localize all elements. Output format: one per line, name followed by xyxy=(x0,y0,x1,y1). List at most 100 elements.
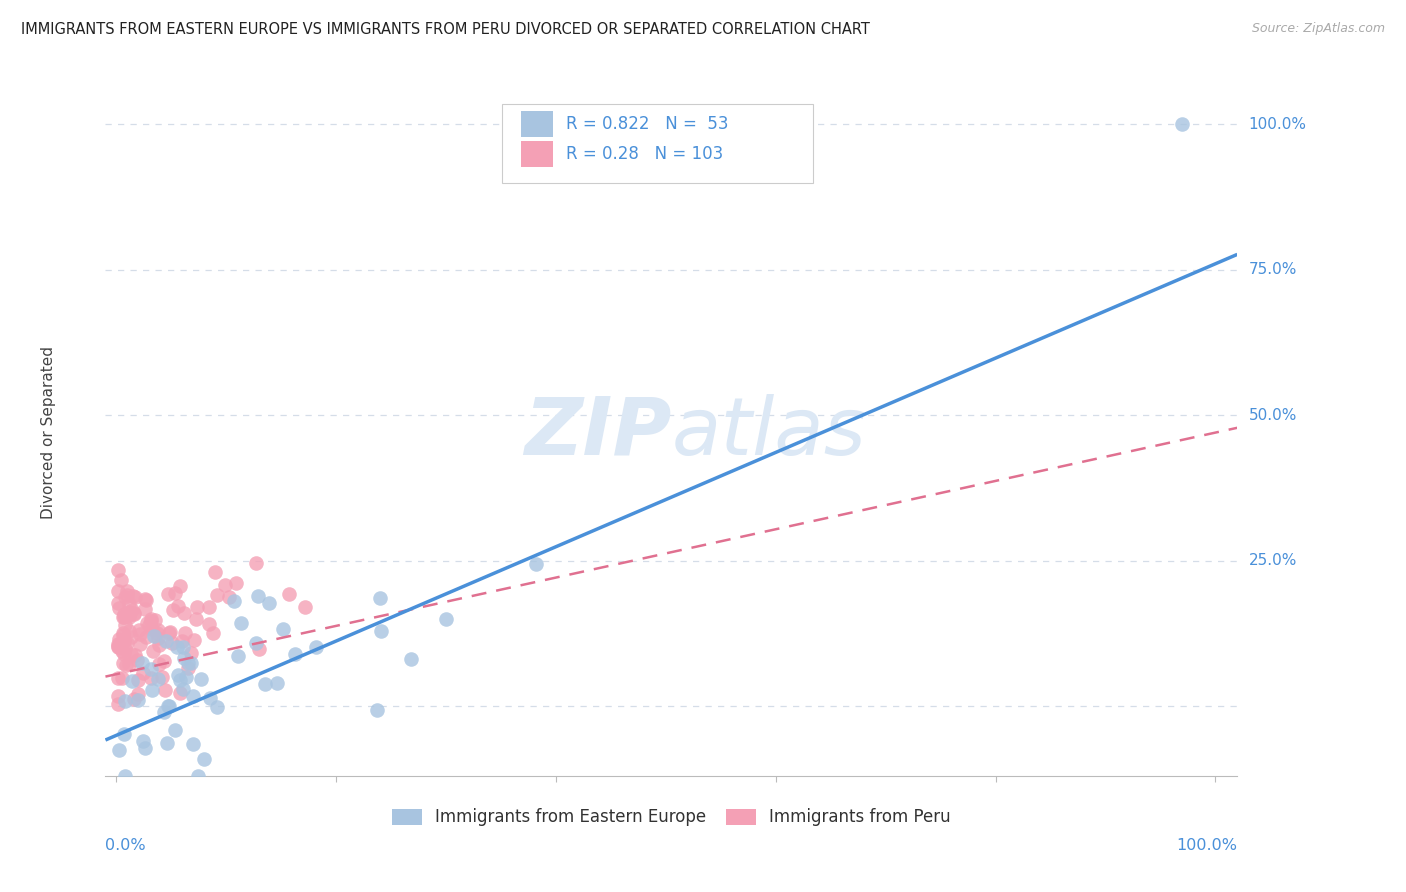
Point xyxy=(153,705,176,719)
Text: atlas: atlas xyxy=(672,393,866,472)
Point xyxy=(118,607,141,622)
Point xyxy=(153,654,176,668)
Point xyxy=(180,646,202,660)
Point xyxy=(174,670,197,684)
Point xyxy=(142,629,165,643)
Text: 0.0%: 0.0% xyxy=(105,838,146,853)
Point xyxy=(172,640,194,654)
Point xyxy=(146,624,169,638)
Point xyxy=(114,617,136,632)
Point xyxy=(245,635,267,649)
Point xyxy=(112,628,135,642)
Bar xyxy=(520,142,553,168)
Point xyxy=(177,656,200,670)
Point xyxy=(127,687,149,701)
Text: 100.0%: 100.0% xyxy=(1177,838,1237,853)
Point xyxy=(169,673,191,688)
Point xyxy=(155,633,177,648)
Point xyxy=(122,692,145,706)
Point xyxy=(399,652,422,666)
Legend: Immigrants from Eastern Europe, Immigrants from Peru: Immigrants from Eastern Europe, Immigran… xyxy=(385,802,957,833)
Point xyxy=(108,600,131,615)
Point xyxy=(366,703,388,717)
Point xyxy=(205,588,228,602)
Point xyxy=(247,641,270,656)
Point xyxy=(121,602,143,616)
Point xyxy=(107,596,129,610)
Point xyxy=(142,644,165,658)
Text: R = 0.822   N =  53: R = 0.822 N = 53 xyxy=(567,115,728,133)
Text: Divorced or Separated: Divorced or Separated xyxy=(41,346,56,519)
Point xyxy=(294,600,316,615)
Point xyxy=(111,610,134,624)
Point xyxy=(132,665,155,680)
Point xyxy=(305,640,328,655)
Point xyxy=(107,583,129,598)
FancyBboxPatch shape xyxy=(502,104,813,183)
Point xyxy=(114,590,136,604)
Point xyxy=(112,632,135,647)
Point xyxy=(107,639,129,653)
Point xyxy=(162,603,184,617)
Point xyxy=(112,607,135,621)
Point xyxy=(114,694,136,708)
Point xyxy=(156,698,179,713)
Point xyxy=(139,662,162,676)
Point xyxy=(166,668,188,682)
Point xyxy=(187,769,209,783)
Point xyxy=(207,700,229,714)
Point xyxy=(226,649,249,664)
Point xyxy=(134,601,156,615)
Point xyxy=(107,671,129,685)
Point xyxy=(150,670,173,684)
Point xyxy=(370,624,392,639)
Point xyxy=(231,616,253,631)
Point xyxy=(107,640,129,655)
Point xyxy=(114,769,136,783)
Point xyxy=(115,588,138,602)
Text: R = 0.28   N = 103: R = 0.28 N = 103 xyxy=(567,145,723,163)
Point xyxy=(114,609,136,624)
Point xyxy=(193,752,215,766)
Point xyxy=(198,616,221,631)
Point xyxy=(148,638,170,652)
Point xyxy=(257,596,280,610)
Point xyxy=(1171,117,1194,131)
Point xyxy=(156,587,179,601)
Point xyxy=(159,625,181,640)
Point xyxy=(148,631,170,645)
Point xyxy=(266,675,288,690)
Point xyxy=(107,689,129,703)
Point xyxy=(169,686,191,700)
Point xyxy=(284,647,307,661)
Point xyxy=(173,626,195,640)
Point xyxy=(117,583,139,598)
Point xyxy=(141,622,163,636)
Point xyxy=(198,691,221,706)
Point xyxy=(181,738,204,752)
Point xyxy=(190,672,212,686)
Point xyxy=(134,740,156,755)
Point xyxy=(131,656,153,670)
Point xyxy=(173,651,195,665)
Point xyxy=(197,599,219,614)
Point xyxy=(163,723,186,737)
Point xyxy=(118,605,141,619)
Point xyxy=(136,616,159,631)
Point xyxy=(139,612,162,626)
Bar xyxy=(520,112,553,137)
Point xyxy=(204,565,226,579)
Text: 50.0%: 50.0% xyxy=(1249,408,1296,423)
Point xyxy=(214,578,236,592)
Point xyxy=(180,656,202,670)
Point xyxy=(172,633,194,648)
Point xyxy=(253,677,276,691)
Text: 25.0%: 25.0% xyxy=(1249,553,1296,568)
Point xyxy=(111,626,134,640)
Point xyxy=(127,673,149,687)
Point xyxy=(160,636,183,650)
Point xyxy=(124,590,146,604)
Point xyxy=(124,648,146,662)
Text: 75.0%: 75.0% xyxy=(1249,262,1296,277)
Point xyxy=(122,606,145,620)
